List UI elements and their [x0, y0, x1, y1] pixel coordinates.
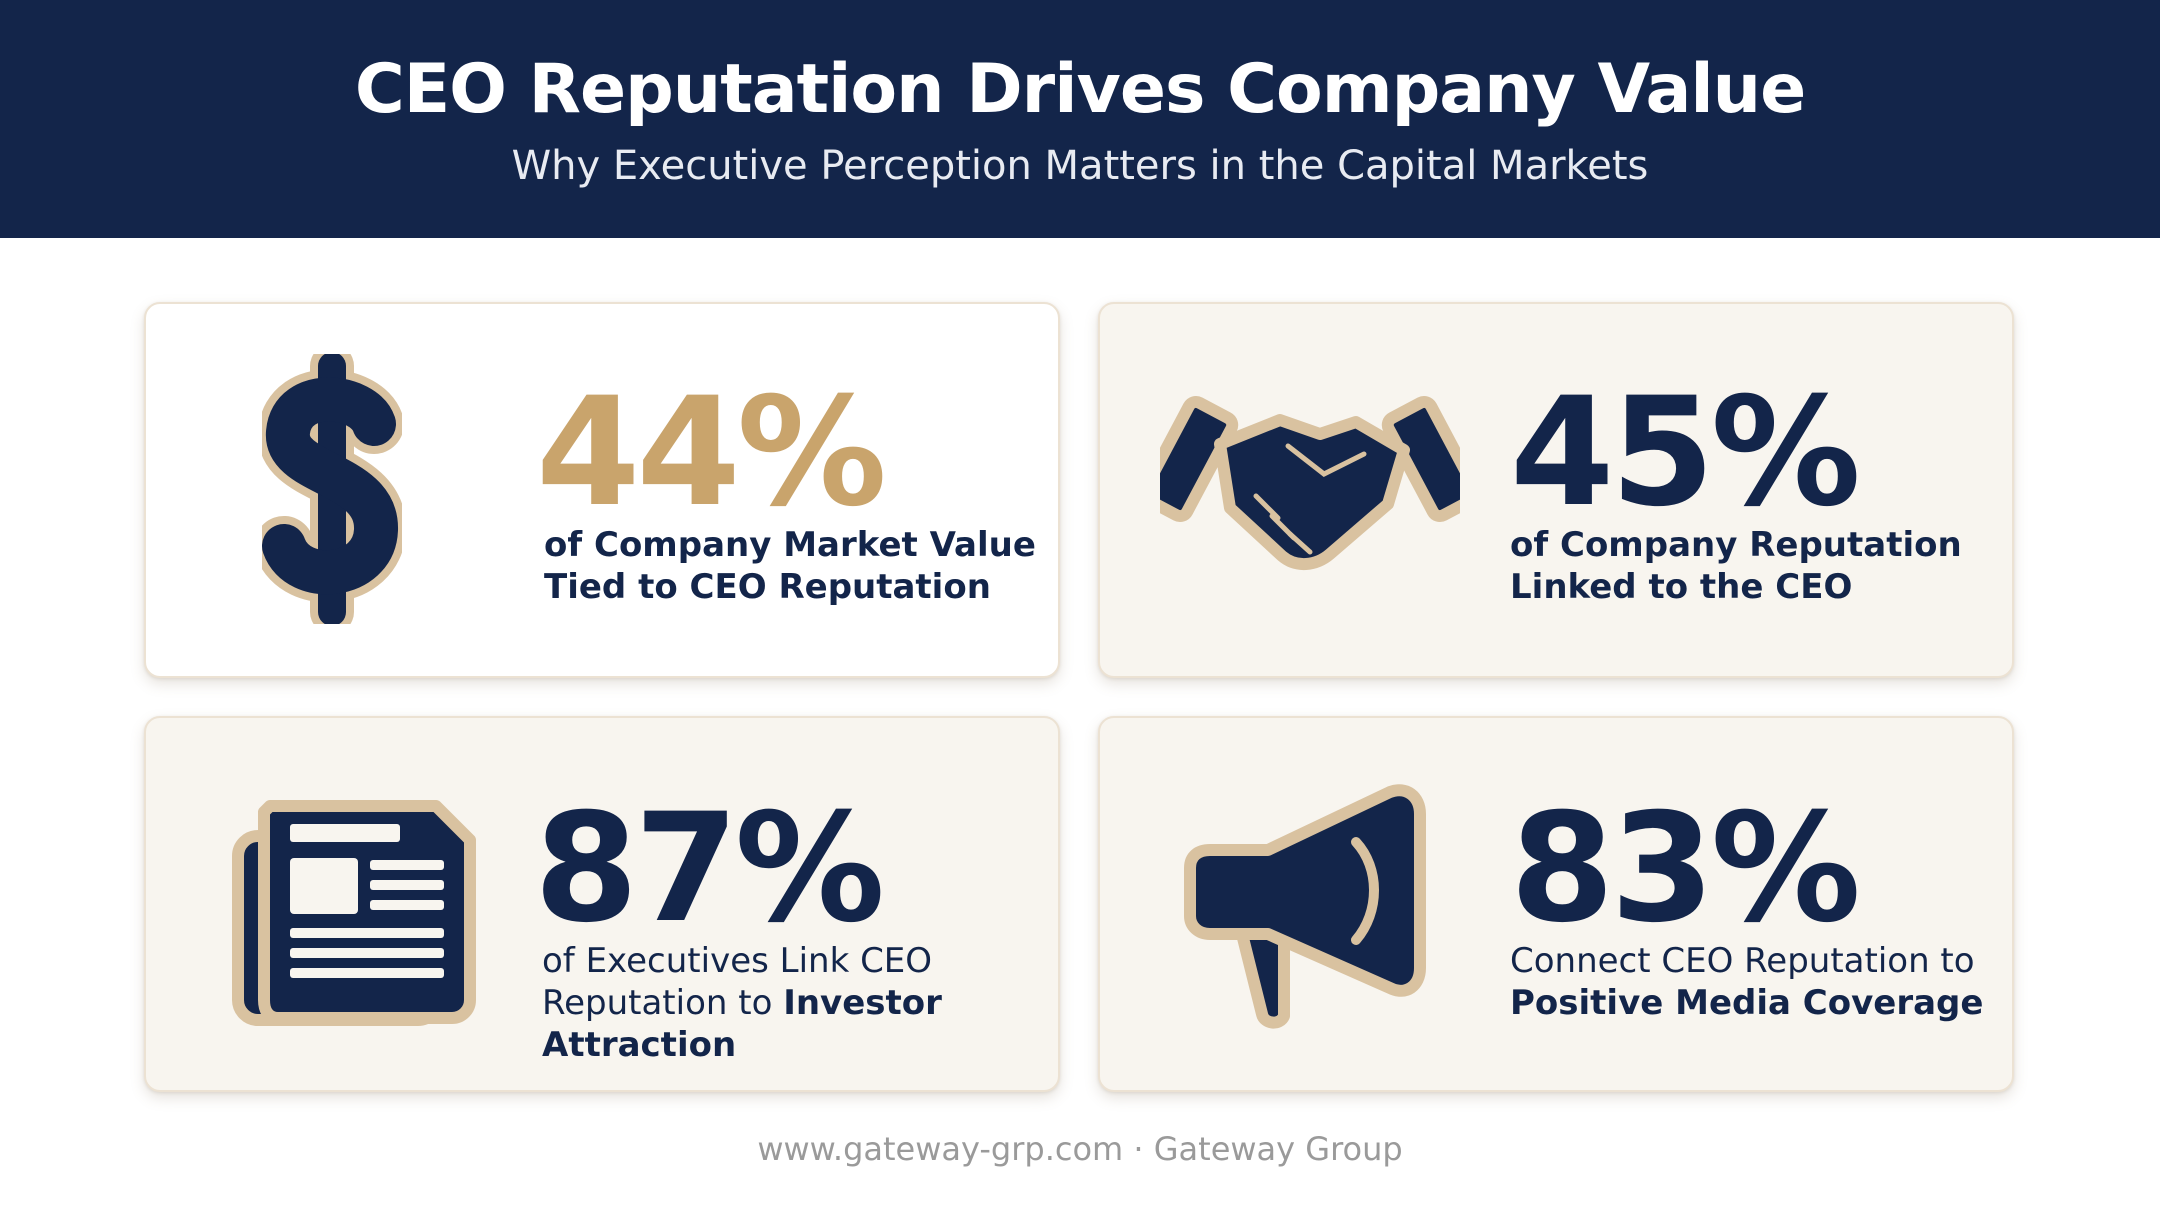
- stat-description-emphasis: Investor: [783, 983, 942, 1023]
- handshake-icon: [1137, 384, 1483, 588]
- header-banner: CEO Reputation Drives Company Value Why …: [0, 0, 2160, 238]
- stat-description: of Company Market Value Tied to CEO Repu…: [544, 524, 1036, 608]
- stat-card-company-reputation: 45% of Company Reputation Linked to the …: [1098, 302, 2014, 678]
- stat-value: 45%: [1510, 366, 1861, 540]
- stat-description-line: of Company Reputation: [1510, 525, 1962, 565]
- stat-description-emphasis: Positive Media Coverage: [1510, 983, 1984, 1023]
- stat-value: 87%: [534, 782, 885, 956]
- stat-card-investor-attraction: 87% of Executives Link CEO Reputation to…: [144, 716, 1060, 1092]
- stat-description-line: of Executives Link CEO: [542, 941, 933, 981]
- stat-description-line: Tied to CEO Reputation: [544, 567, 991, 607]
- stat-description-line: Reputation to Investor: [542, 982, 942, 1024]
- stat-description: Connect CEO Reputation to Positive Media…: [1510, 940, 1983, 1024]
- footer-credit: www.gateway-grp.com · Gateway Group: [757, 1130, 1403, 1168]
- stat-description-line: Connect CEO Reputation to: [1510, 941, 1975, 981]
- stat-description-line: Linked to the CEO: [1510, 567, 1853, 607]
- stat-card-market-value: 44% of Company Market Value Tied to CEO …: [144, 302, 1060, 678]
- dollar-icon: [254, 344, 406, 634]
- stat-description-line: of Company Market Value: [544, 525, 1036, 565]
- stat-card-media-coverage: 83% Connect CEO Reputation to Positive M…: [1098, 716, 2014, 1092]
- stat-description-text: Reputation to: [542, 983, 784, 1023]
- newspaper-icon: [230, 796, 480, 1032]
- page-title: CEO Reputation Drives Company Value: [354, 50, 1806, 129]
- stat-value: 83%: [1510, 782, 1861, 956]
- megaphone-icon: [1180, 778, 1440, 1042]
- stat-value: 44%: [536, 366, 887, 540]
- page-subtitle: Why Executive Perception Matters in the …: [511, 143, 1649, 189]
- stat-description: of Company Reputation Linked to the CEO: [1510, 524, 1962, 608]
- stat-description: of Executives Link CEO Reputation to Inv…: [542, 940, 942, 1066]
- stat-description-emphasis: Attraction: [542, 1025, 737, 1065]
